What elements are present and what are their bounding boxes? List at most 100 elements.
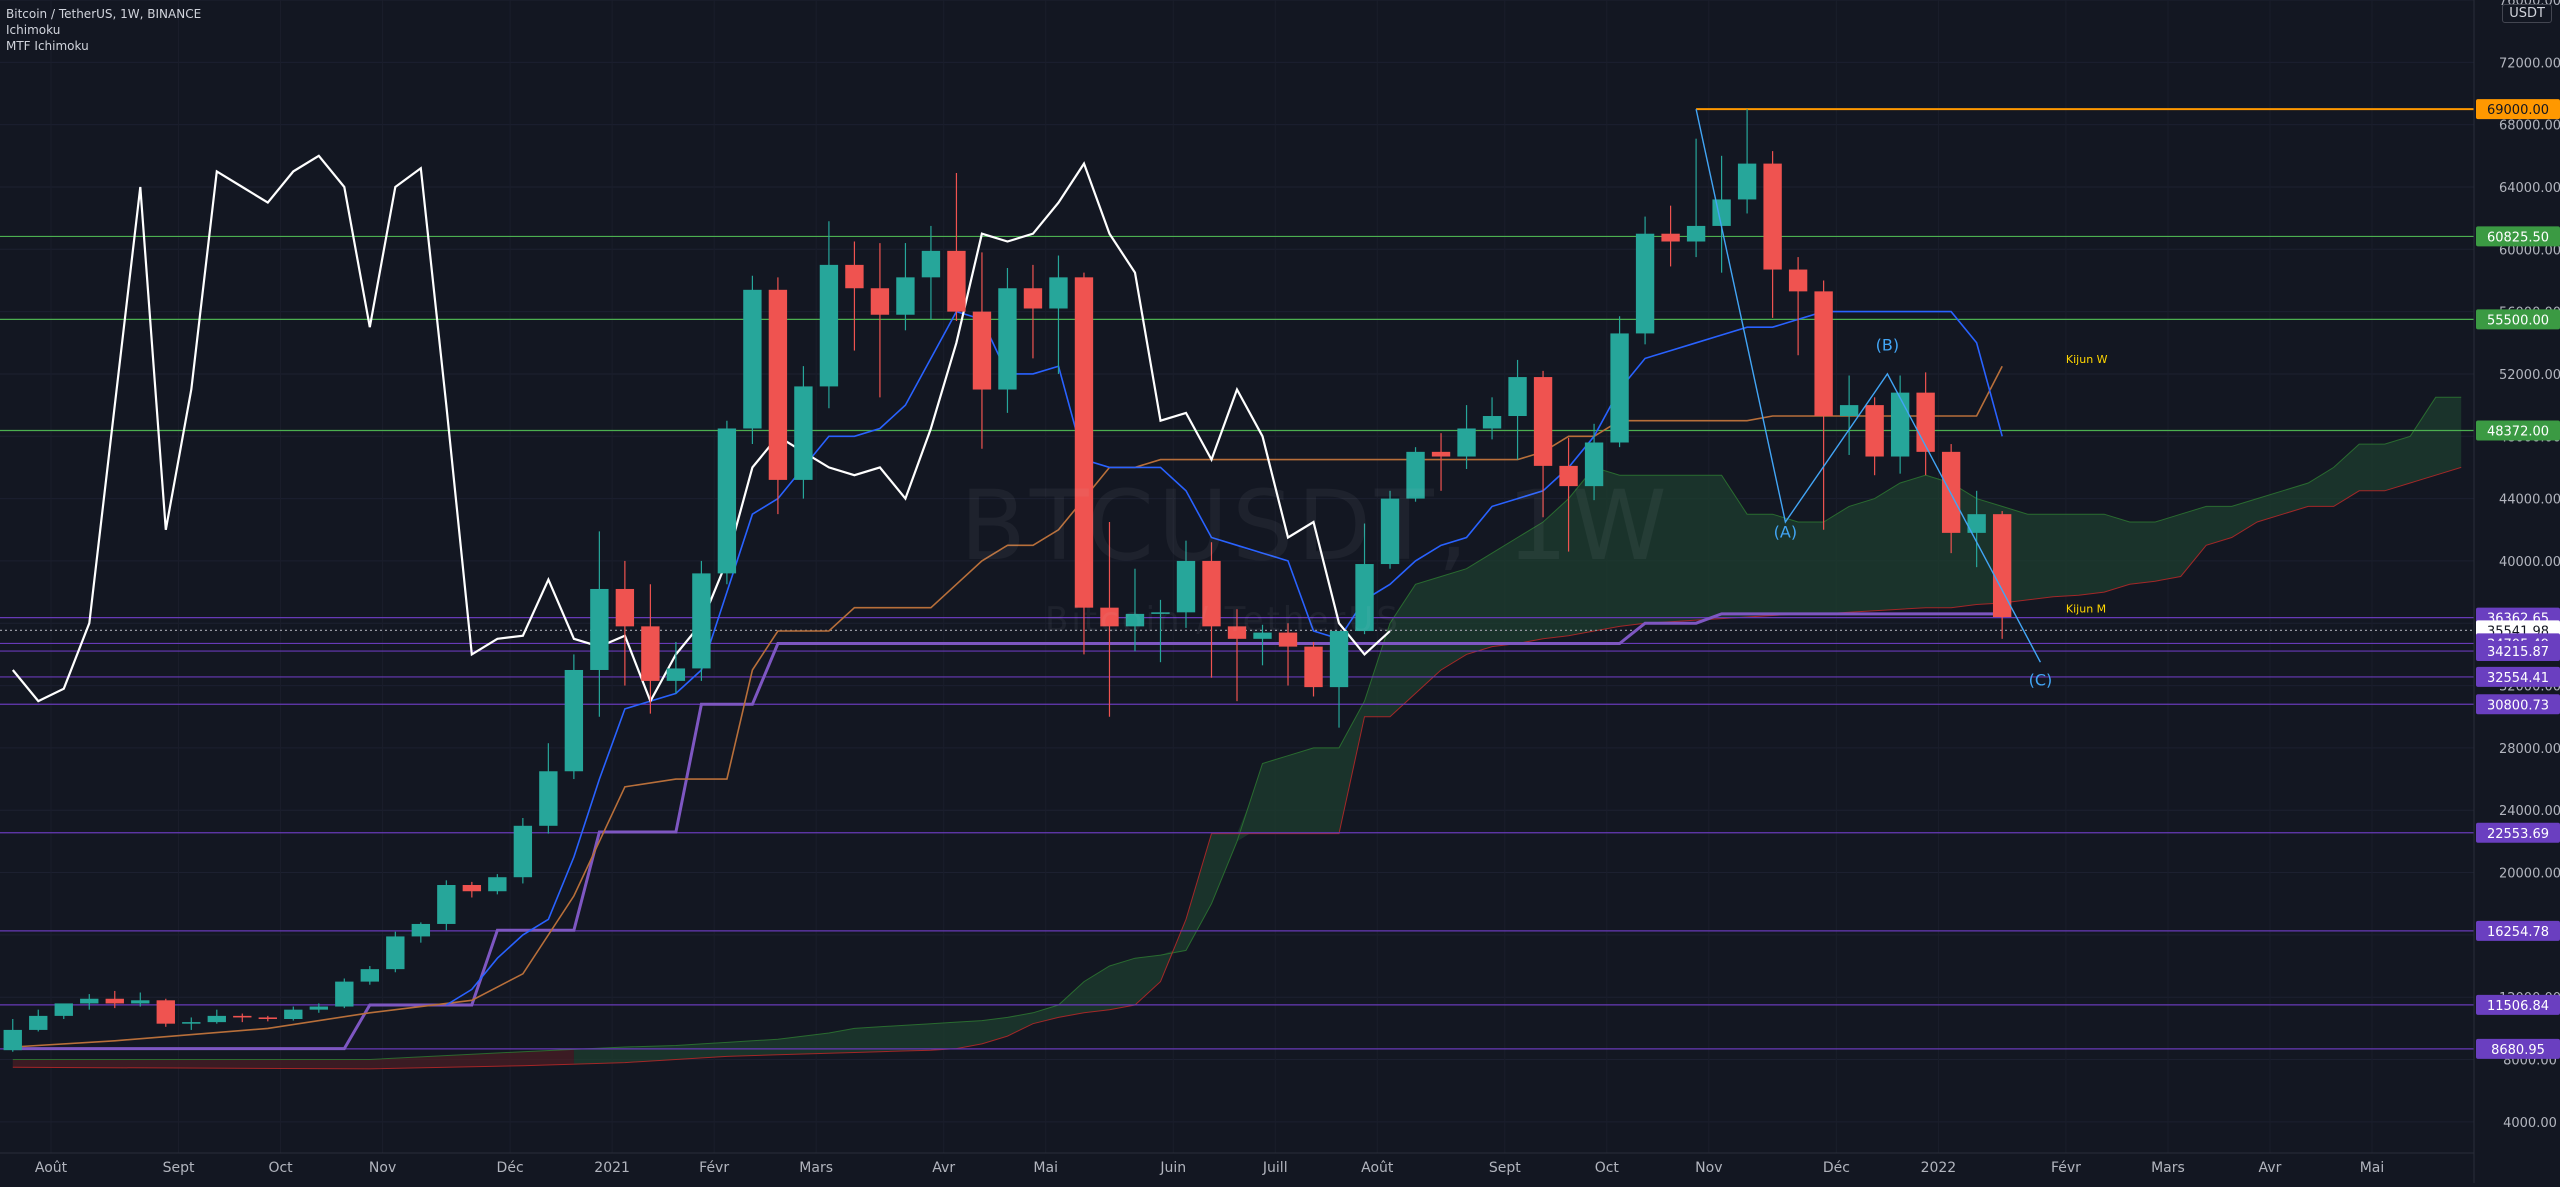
- candle: [1941, 444, 1961, 554]
- time-tick-label: Mai: [2360, 1160, 2385, 1176]
- candle: [360, 966, 380, 985]
- candle: [1074, 272, 1094, 655]
- candle-body: [1559, 465, 1578, 487]
- candle-body: [1049, 277, 1068, 309]
- candle: [972, 252, 992, 449]
- price-tick-label: 64000.00: [2499, 181, 2560, 196]
- candle-body: [1406, 451, 1425, 499]
- candle-body: [1202, 560, 1221, 627]
- kijun-label: Kijun M: [2066, 602, 2106, 615]
- kijun-line: [12, 365, 2003, 1048]
- candle: [1023, 264, 1043, 359]
- time-tick-label: Avr: [2259, 1160, 2282, 1176]
- candle: [1253, 624, 1272, 666]
- candle: [1763, 151, 1782, 318]
- candle-body: [1151, 612, 1170, 614]
- candle-body: [743, 289, 762, 429]
- candle: [1890, 375, 1910, 474]
- candle: [3, 1019, 22, 1052]
- candle-body: [207, 1015, 226, 1023]
- candle: [1151, 599, 1170, 663]
- candle: [819, 221, 839, 409]
- candle-body: [845, 264, 864, 289]
- candle-body: [258, 1017, 277, 1020]
- candle: [1100, 521, 1119, 717]
- candle: [998, 267, 1017, 413]
- currency-badge[interactable]: USDT: [2502, 4, 2552, 23]
- time-tick-label: Nov: [1695, 1160, 1722, 1176]
- price-tick-label: 40000.00: [2499, 555, 2560, 570]
- price-badge: [2476, 309, 2560, 330]
- candle: [513, 818, 533, 884]
- price-badge: [2476, 420, 2560, 441]
- candle: [921, 225, 941, 320]
- time-tick-label: Août: [35, 1160, 68, 1176]
- candle: [258, 1015, 277, 1022]
- indicator-ichimoku[interactable]: Ichimoku: [6, 23, 61, 37]
- candle: [1584, 423, 1604, 501]
- candle: [156, 998, 175, 1027]
- price-badge: [2476, 666, 2560, 687]
- candle-body: [1635, 233, 1655, 334]
- price-tick-label: 72000.00: [2499, 56, 2560, 71]
- candle: [1355, 523, 1374, 635]
- candle-body: [590, 588, 609, 670]
- candle-body: [1457, 428, 1476, 457]
- time-tick-label: Déc: [497, 1160, 524, 1176]
- candle-body: [284, 1009, 303, 1020]
- price-badge-label: 48372.00: [2487, 424, 2549, 439]
- symbol-title[interactable]: Bitcoin / TetherUS, 1W, BINANCE: [6, 7, 202, 21]
- candle-body: [335, 981, 354, 1007]
- candle-body: [870, 288, 890, 315]
- price-badge-label: 60825.50: [2487, 230, 2549, 245]
- candle: [411, 922, 431, 943]
- time-tick-label: Déc: [1823, 1160, 1850, 1176]
- price-badge: [2476, 920, 2560, 941]
- candle-body: [411, 923, 431, 937]
- time-tick-label: 2022: [1921, 1160, 1957, 1176]
- time-tick-label: Oct: [268, 1160, 293, 1176]
- candle: [1482, 397, 1502, 440]
- candle: [1329, 631, 1349, 728]
- candle-body: [1992, 514, 2012, 618]
- time-tick-label: Févr: [2051, 1160, 2081, 1176]
- price-badge-label: 30800.73: [2487, 698, 2549, 713]
- candle: [1508, 359, 1527, 460]
- candle: [590, 531, 609, 717]
- candle: [1635, 216, 1655, 345]
- time-axis-labels: Août Sept Oct Nov Déc 2021 Févr Mars Avr Mai Juin J…: [35, 1160, 2384, 1176]
- grid: [0, 0, 2474, 1123]
- candle: [1992, 511, 2012, 639]
- candle: [105, 990, 124, 1009]
- candle-body: [488, 877, 507, 892]
- price-badge: [2476, 641, 2560, 662]
- candle-body: [1482, 416, 1502, 429]
- candle-body: [947, 250, 966, 312]
- time-tick-label: Mars: [799, 1160, 833, 1176]
- time-tick-label: Févr: [699, 1160, 729, 1176]
- candle-body: [1227, 626, 1247, 639]
- candle: [1967, 490, 1986, 568]
- chart-legend: Bitcoin / TetherUS, 1W, BINANCE Ichimoku…: [6, 6, 201, 54]
- candle: [1814, 280, 1833, 530]
- candle: [539, 743, 558, 834]
- candle-body: [1380, 498, 1400, 565]
- time-tick-label: Juin: [1159, 1160, 1186, 1176]
- indicator-mtf-ichimoku[interactable]: MTF Ichimoku: [6, 39, 89, 53]
- candle-body: [1533, 377, 1553, 466]
- price-badge: [2476, 822, 2560, 843]
- symbol-watermark: BTCUSDT, 1W: [960, 470, 1671, 582]
- candle: [743, 275, 762, 445]
- candle-body: [666, 668, 686, 681]
- candle-body: [1763, 163, 1782, 270]
- annotations: (A) (B) (C) Kijun W Kijun M: [1695, 108, 2108, 690]
- candle-body: [641, 626, 660, 681]
- candle-body: [1941, 451, 1961, 533]
- price-badge: [2476, 226, 2560, 247]
- candle: [1202, 542, 1221, 678]
- candle-body: [233, 1015, 252, 1018]
- price-axis[interactable]: [2474, 0, 2560, 1183]
